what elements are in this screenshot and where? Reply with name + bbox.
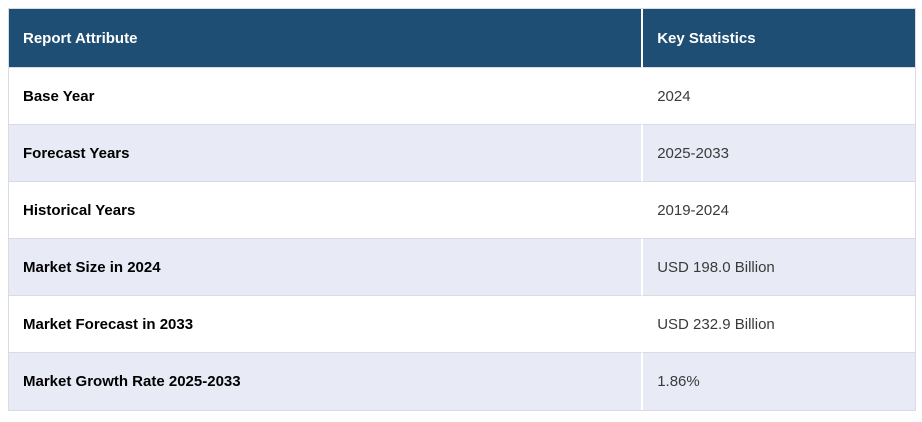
key-statistic-cell: 2019-2024: [643, 182, 915, 239]
column-header-report-attribute: Report Attribute: [9, 9, 644, 68]
table-row: Historical Years 2019-2024: [9, 182, 915, 239]
key-statistic-cell: 2024: [643, 68, 915, 125]
key-statistic-cell: 1.86%: [643, 353, 915, 410]
report-attribute-cell: Base Year: [9, 68, 644, 125]
table-row: Market Forecast in 2033 USD 232.9 Billio…: [9, 296, 915, 353]
column-header-key-statistics: Key Statistics: [643, 9, 915, 68]
report-attribute-cell: Market Growth Rate 2025-2033: [9, 353, 644, 410]
table-row: Base Year 2024: [9, 68, 915, 125]
table-row: Forecast Years 2025-2033: [9, 125, 915, 182]
table-row: Market Size in 2024 USD 198.0 Billion: [9, 239, 915, 296]
key-statistic-cell: 2025-2033: [643, 125, 915, 182]
report-attribute-cell: Market Size in 2024: [9, 239, 644, 296]
report-attribute-cell: Forecast Years: [9, 125, 644, 182]
report-attribute-cell: Historical Years: [9, 182, 644, 239]
report-attribute-cell: Market Forecast in 2033: [9, 296, 644, 353]
report-attributes-table-container: Report Attribute Key Statistics Base Yea…: [8, 8, 916, 411]
report-attributes-table: Report Attribute Key Statistics Base Yea…: [9, 9, 915, 410]
key-statistic-cell: USD 232.9 Billion: [643, 296, 915, 353]
table-header-row: Report Attribute Key Statistics: [9, 9, 915, 68]
table-row: Market Growth Rate 2025-2033 1.86%: [9, 353, 915, 410]
key-statistic-cell: USD 198.0 Billion: [643, 239, 915, 296]
